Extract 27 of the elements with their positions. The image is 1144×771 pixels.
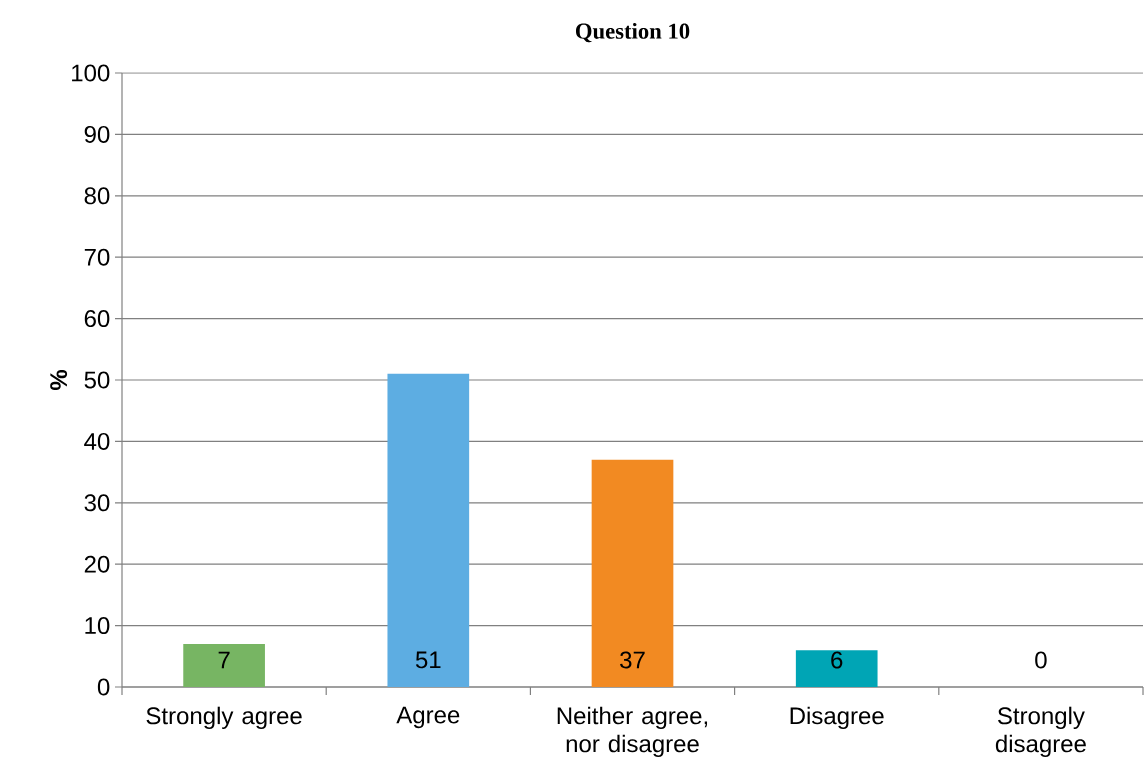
y-tick-label: 80: [84, 187, 110, 205]
data-label: 0: [1035, 651, 1047, 669]
y-tick-label: 70: [84, 248, 110, 266]
data-label: 7: [218, 651, 230, 669]
y-tick-label: 100: [72, 64, 110, 82]
x-tick-label: Neither agree, nor disagree: [557, 706, 708, 758]
y-tick-label: 30: [84, 494, 110, 512]
bar: [183, 644, 265, 687]
y-tick-label: 50: [84, 371, 110, 389]
x-tick-label: Strongly agree: [146, 706, 302, 730]
bar: [591, 459, 674, 687]
x-tick-label: Disagree: [790, 706, 884, 730]
data-label: 51: [415, 651, 441, 669]
x-tick-label: Strongly disagree: [995, 706, 1086, 758]
y-tick-label: 40: [84, 432, 110, 450]
data-label: 6: [831, 651, 843, 669]
y-axis-title: %: [50, 369, 68, 391]
y-tick-label: 0: [97, 678, 110, 696]
y-tick-label: 60: [84, 310, 110, 328]
bar: [795, 650, 878, 687]
y-tick-label: 90: [84, 125, 110, 143]
x-tick-label: Agree: [396, 706, 460, 729]
chart-title: Question 10: [576, 22, 690, 43]
data-label: 37: [620, 651, 645, 669]
bar: [387, 373, 470, 687]
y-tick-label: 10: [85, 617, 110, 635]
y-tick-label: 20: [84, 555, 110, 573]
